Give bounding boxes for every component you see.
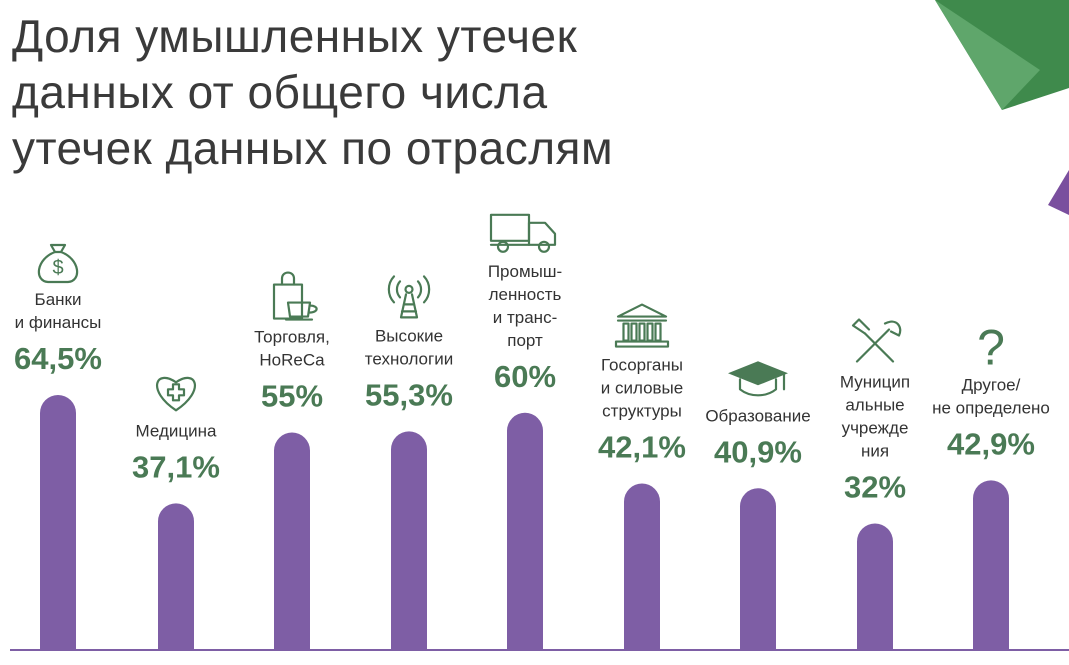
chart-title-line: утечек данных по отраслям — [12, 122, 614, 174]
category-label: и транс- — [493, 308, 557, 327]
category-label: Другое/ — [962, 375, 1021, 394]
category-label: структуры — [602, 402, 682, 421]
category-label: Образование — [705, 406, 810, 425]
category-label: Муницип — [840, 372, 910, 391]
graduation-cap-icon — [728, 361, 788, 397]
bar-group: 37,1% Медицина — [132, 376, 220, 650]
bar-group: 60% Промыш-ленность и транс-порт — [488, 213, 562, 650]
category-label: Банки — [35, 290, 82, 309]
svg-text:?: ? — [977, 319, 1005, 375]
value-label: 55% — [261, 379, 323, 414]
truck-icon — [489, 213, 557, 253]
category-label: и финансы — [15, 313, 102, 332]
value-label: 42,9% — [947, 426, 1035, 461]
svg-text:$: $ — [52, 257, 63, 279]
category-label: и силовые — [601, 379, 684, 398]
category-label: учрежде — [842, 418, 909, 437]
category-label: альные — [845, 395, 904, 414]
bar — [624, 483, 660, 650]
bar-group: 42,9% Другое/не определено? — [932, 319, 1050, 650]
category-label: технологии — [365, 349, 453, 368]
value-label: 40,9% — [714, 434, 802, 469]
value-label: 42,1% — [598, 430, 686, 465]
bar-group: 55% Торговля, HoReCa — [254, 271, 330, 650]
bar-group: 32% Муницип альные учрежде ния — [840, 318, 910, 650]
category-label: Медицина — [136, 421, 217, 440]
antenna-icon — [387, 275, 431, 319]
bar — [740, 488, 776, 650]
value-label: 60% — [494, 359, 556, 394]
value-label: 32% — [844, 469, 906, 504]
value-label: 55,3% — [365, 377, 453, 412]
category-label: Промыш- — [488, 262, 562, 281]
category-label: Высокие — [375, 326, 443, 345]
shopping-bag-cup-icon — [272, 271, 318, 321]
chart-title: Доля умышленных утечек данных от общего … — [12, 8, 613, 176]
question-mark-icon: ? — [977, 319, 1005, 375]
bar-group: 64,5% Банки и финансы $ — [14, 243, 102, 650]
category-label: ленность — [489, 285, 562, 304]
category-label: ния — [861, 441, 889, 460]
bar — [274, 432, 310, 650]
bar — [857, 523, 893, 650]
bar-group: 42,1% Госорганы и силовые структуры — [598, 303, 686, 650]
bar — [973, 480, 1009, 650]
chart-title-line: Доля умышленных утечек — [12, 10, 578, 62]
bar — [158, 503, 194, 650]
bar-group: 55,3% Высокие технологии — [365, 275, 453, 650]
bar — [507, 412, 543, 650]
value-label: 64,5% — [14, 341, 102, 376]
category-label: порт — [507, 331, 543, 350]
bar-group: 40,9% Образование — [705, 361, 811, 650]
category-label: не определено — [932, 398, 1050, 417]
category-label: Торговля, — [254, 328, 330, 347]
heart-cross-icon — [156, 376, 196, 412]
chart-title-line: данных от общего числа — [12, 66, 548, 118]
bar — [391, 431, 427, 650]
bar — [40, 395, 76, 650]
tools-icon — [851, 318, 902, 363]
value-label: 37,1% — [132, 449, 220, 484]
category-label: Госорганы — [601, 356, 683, 375]
money-bag-icon: $ — [37, 243, 79, 284]
government-building-icon — [614, 303, 670, 348]
category-label: HoReCa — [259, 351, 325, 370]
